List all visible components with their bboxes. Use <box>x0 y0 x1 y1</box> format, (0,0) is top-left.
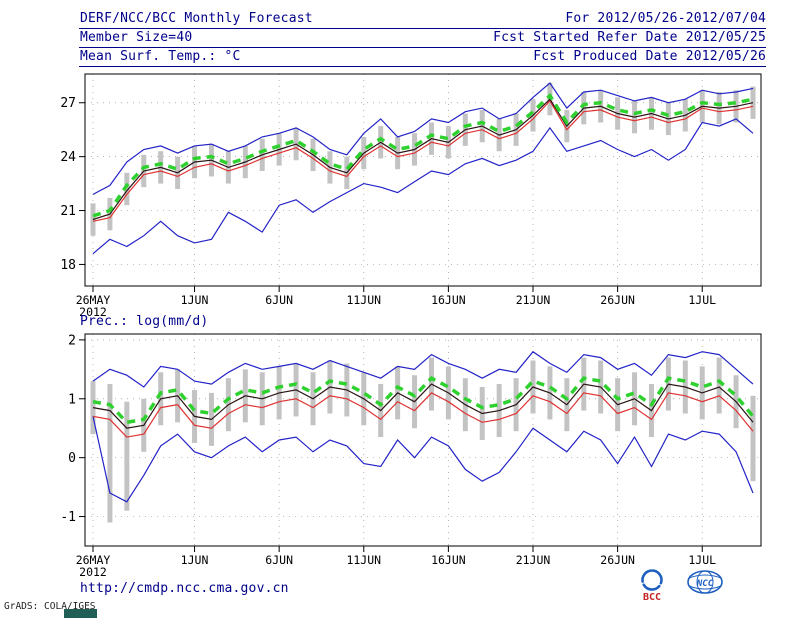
x-tick-label: 26MAY <box>76 553 111 567</box>
x-tick-label: 1JUL <box>688 293 716 307</box>
grads-credit: GrADS: COLA/IGES <box>4 601 96 612</box>
series-dark-line <box>92 98 754 221</box>
y-tick-label: 2 <box>68 333 76 348</box>
x-tick-label: 11JUN <box>346 553 381 567</box>
spread-bar <box>716 357 722 414</box>
series-red-line <box>92 392 754 438</box>
refer-date-label: Fcst Started Refer Date 2012/05/25 <box>493 30 766 45</box>
x-tick-label: 6JUN <box>265 293 293 307</box>
x-tick-label: 21JUN <box>516 293 551 307</box>
y-tick-label: 0 <box>68 451 76 466</box>
header-rule-1 <box>79 28 766 29</box>
x-tick-label: 6JUN <box>265 553 293 567</box>
ncc-logo: NCC <box>687 570 723 594</box>
x-tick-label: 26JUN <box>600 553 635 567</box>
x-tick-label: 1JUN <box>181 553 209 567</box>
bcc-swirl-icon <box>641 569 663 591</box>
series-dark-line <box>92 383 754 429</box>
forecast-range-label: For 2012/05/26-2012/07/04 <box>565 11 766 26</box>
x-tick-label: 26JUN <box>600 293 635 307</box>
spread-bar <box>107 384 113 523</box>
x-tick-label: 16JUN <box>431 293 466 307</box>
spread-bar <box>90 203 96 236</box>
globe-icon <box>687 570 723 594</box>
header-rule-2 <box>79 47 766 48</box>
member-size-label: Member Size=40 <box>80 30 193 45</box>
series-ensemble-max <box>92 350 754 388</box>
y-tick-label: 1 <box>68 392 76 407</box>
x-tick-label: 16JUN <box>431 553 466 567</box>
plot-frame <box>84 73 762 287</box>
series-ensemble-mean <box>92 92 754 218</box>
series-ensemble-max <box>92 82 754 195</box>
x-tick-label: 21JUN <box>516 553 551 567</box>
series-ensemble-min <box>92 118 754 255</box>
series-red-line <box>92 99 754 222</box>
spread-bar <box>124 401 130 511</box>
series-ensemble-mean <box>92 376 755 425</box>
x-tick-year-label: 2012 <box>79 305 107 319</box>
y-tick-label: 27 <box>60 96 76 111</box>
y-tick-label: 21 <box>60 204 76 219</box>
y-tick-label: -1 <box>60 510 76 525</box>
temp-chart-title: Mean Surf. Temp.: °C <box>80 49 241 64</box>
ncc-logo-text: NCC <box>696 579 714 589</box>
y-tick-label: 24 <box>60 150 76 165</box>
header-rule-3 <box>79 66 766 67</box>
x-tick-label: 11JUN <box>346 293 381 307</box>
bcc-logo: BCC <box>641 569 663 602</box>
x-tick-label: 1JUL <box>688 553 716 567</box>
series-ensemble-min <box>92 416 754 503</box>
produced-date-label: Fcst Produced Date 2012/05/26 <box>533 49 766 64</box>
x-tick-label: 1JUN <box>181 293 209 307</box>
logo-group: BCC NCC <box>630 568 728 602</box>
x-tick-label: 26MAY <box>76 293 111 307</box>
spread-bar <box>124 172 130 206</box>
page-title: DERF/NCC/BCC Monthly Forecast <box>80 11 313 26</box>
prec-chart-title: Prec.: log(mm/d) <box>80 314 209 329</box>
plot-frame <box>84 333 762 547</box>
taskbar-fragment <box>64 609 97 618</box>
website-url: http://cmdp.ncc.cma.gov.cn <box>80 581 289 596</box>
bcc-logo-text: BCC <box>643 592 661 602</box>
spread-bar <box>750 395 756 482</box>
x-tick-year-label: 2012 <box>79 565 107 579</box>
y-tick-label: 18 <box>60 258 76 273</box>
